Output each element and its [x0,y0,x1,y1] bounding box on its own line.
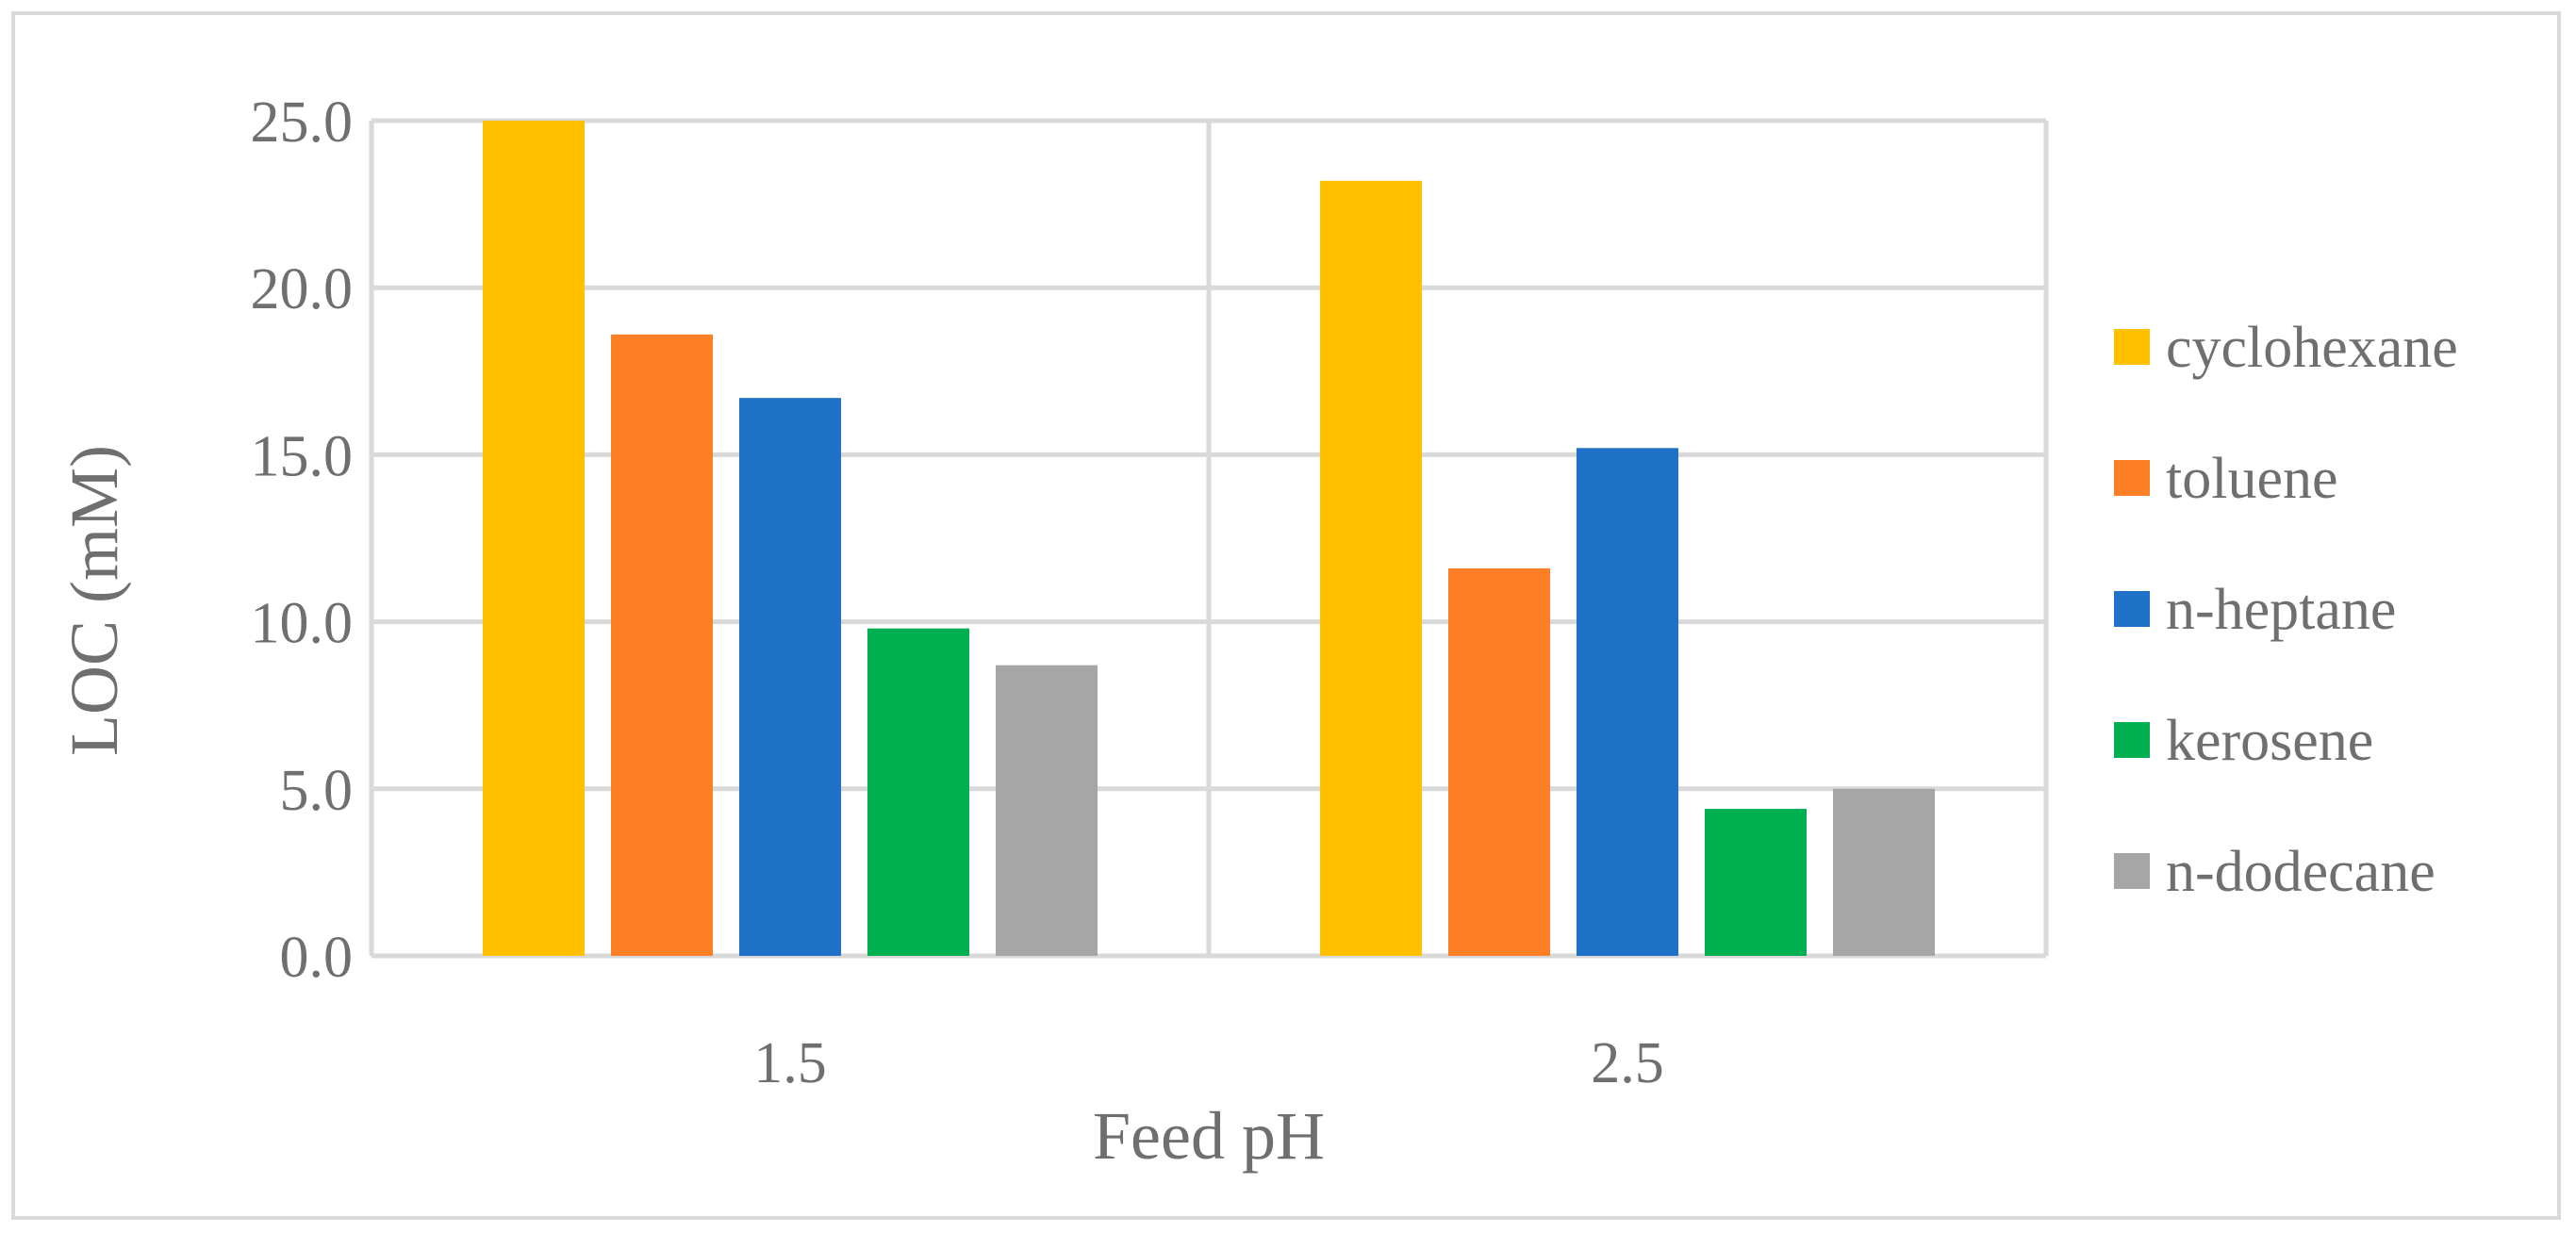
bar-cyclohexane-1.5 [483,121,585,956]
bar-n-dodecane-1.5 [996,665,1098,956]
legend-label-n-heptane: n-heptane [2166,578,2396,642]
bar-chart: 0.0 5.0 10.0 15.0 20.0 25.0 1.5 2.5 Feed pH LOC… [57,90,2458,1174]
bar-kerosene-1.5 [867,628,969,956]
bar-n-heptane-1.5 [739,398,841,957]
y-tick-label: 20.0 [251,257,354,321]
chart-frame: 0.0 5.0 10.0 15.0 20.0 25.0 1.5 2.5 Feed pH LOC… [11,11,2561,1220]
tick-labels: 0.0 5.0 10.0 15.0 20.0 25.0 1.5 2.5 [251,90,1664,1095]
legend-swatch-toluene [2114,460,2150,496]
bar-toluene-1.5 [611,334,713,956]
x-tick-label: 1.5 [753,1031,827,1095]
bar-n-heptane-2.5 [1577,448,1678,956]
legend: cyclohexane toluene n-heptane kerosene n-dod… [2114,316,2458,904]
y-tick-label: 5.0 [280,759,354,823]
bar-cyclohexane-2.5 [1320,180,1422,957]
legend-swatch-kerosene [2114,722,2150,758]
legend-swatch-cyclohexane [2114,329,2150,365]
y-tick-label: 25.0 [251,90,354,155]
y-tick-label: 15.0 [251,424,354,488]
legend-label-toluene: toluene [2166,447,2338,511]
y-axis-title: LOC (mM) [57,445,132,756]
legend-swatch-n-heptane [2114,591,2150,627]
legend-swatch-n-dodecane [2114,853,2150,889]
bar-toluene-2.5 [1448,567,1550,956]
x-tick-label: 2.5 [1591,1031,1664,1095]
y-tick-label: 0.0 [280,926,354,990]
bars [483,121,1935,957]
bar-n-dodecane-2.5 [1833,788,1935,956]
bar-kerosene-2.5 [1705,809,1807,956]
x-axis-title: Feed pH [1093,1098,1325,1174]
y-tick-label: 10.0 [251,592,354,656]
legend-label-kerosene: kerosene [2166,709,2373,773]
legend-label-n-dodecane: n-dodecane [2166,840,2436,904]
legend-label-cyclohexane: cyclohexane [2166,316,2458,380]
